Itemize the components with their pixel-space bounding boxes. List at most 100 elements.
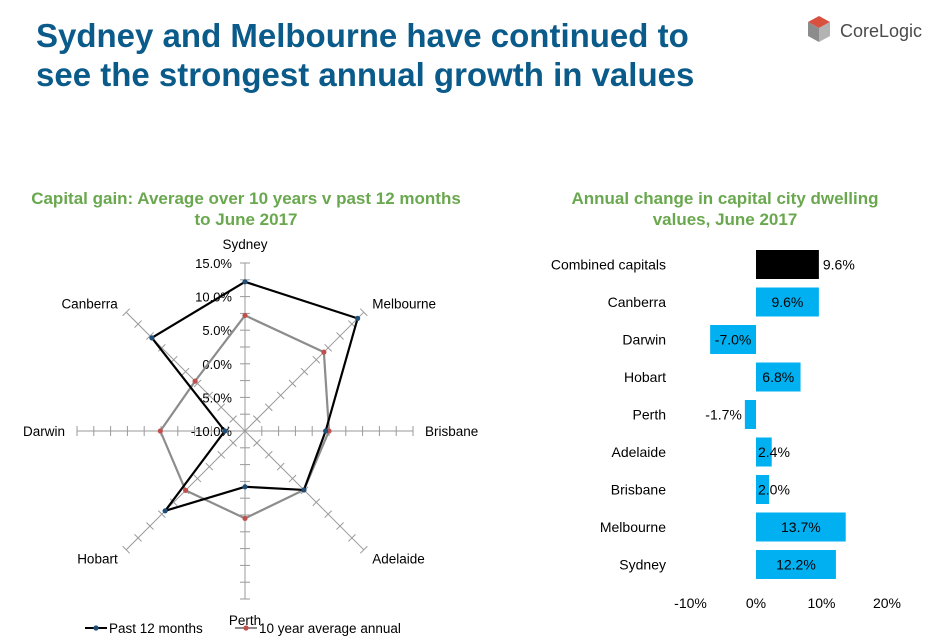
radar-tick (157, 510, 166, 519)
radar-point-10-year-average-annual-canberra (192, 378, 198, 384)
radar-axis-label-canberra: Canberra (61, 297, 118, 312)
radar-point-past-12-months-sydney (242, 279, 248, 285)
bar-title-line-1: Annual change in capital city dwelling (571, 189, 879, 208)
radar-tick (288, 474, 297, 483)
radar-legend: Past 12 months 10 year average annual (85, 621, 401, 636)
bar-melbourne (756, 512, 846, 542)
radar-axis-label-darwin: Darwin (23, 424, 65, 439)
radar-title-line-1: Capital gain: Average over 10 years v pa… (31, 189, 461, 208)
radar-tick (146, 332, 154, 340)
radar-axis-label-adelaide: Adelaide (372, 551, 425, 566)
category-label-canberra: Canberra (608, 294, 667, 310)
radar-point-10-year-average-annual-darwin (157, 428, 163, 434)
legend-item-past-12-months: Past 12 months (85, 621, 203, 636)
radar-tick (229, 415, 238, 424)
radar-tick-label: 15.0% (195, 256, 232, 271)
bar-combined-capitals (756, 250, 819, 279)
radar-tick (359, 308, 368, 317)
radar-tick (146, 522, 154, 530)
radar-tick (252, 438, 261, 447)
radar-axis-label-perth: Perth (229, 613, 261, 628)
radar-tick (181, 367, 190, 376)
logo-text: CoreLogic (840, 21, 923, 41)
radar-axis-label-brisbane: Brisbane (425, 424, 478, 439)
radar-chart: Sydney Melbourne Brisbane Adelaide Perth Hoba… (23, 237, 478, 636)
value-label-sydney: 12.2% (776, 557, 816, 573)
x-tick-label: -10% (674, 595, 707, 611)
radar-point-past-12-months-canberra (149, 335, 155, 341)
radar-point-past-12-months-perth (242, 484, 248, 490)
category-label-darwin: Darwin (622, 332, 666, 348)
page-title: Sydney and Melbourne have continued to s… (36, 16, 694, 94)
radar-point-past-12-months-hobart (162, 508, 168, 514)
value-label-perth: -1.7% (705, 407, 742, 423)
radar-tick-label: 10.0% (195, 290, 232, 305)
category-label-combined-capitals: Combined capitals (551, 257, 666, 273)
radar-chart-title: Capital gain: Average over 10 years v pa… (6, 188, 486, 230)
radar-point-10-year-average-annual-perth (242, 515, 248, 521)
category-label-brisbane: Brisbane (611, 482, 666, 498)
value-label-canberra: 9.6% (771, 294, 803, 310)
radar-tick (312, 355, 321, 364)
radar-tick (348, 534, 356, 542)
radar-tick (252, 415, 261, 424)
radar-point-10-year-average-annual-melbourne (321, 349, 327, 355)
radar-tick (324, 343, 333, 352)
legend-label: Past 12 months (109, 621, 203, 636)
radar-tick (169, 498, 178, 507)
radar-tick (134, 534, 142, 542)
legend-marker (93, 625, 99, 631)
x-tick-label: 20% (873, 595, 901, 611)
category-label-perth: Perth (633, 407, 666, 423)
page-title-line-2: see the strongest annual growth in value… (36, 56, 695, 93)
radar-tick (312, 498, 321, 507)
corelogic-logo: CoreLogic (804, 12, 934, 46)
bar-sydney (756, 550, 836, 579)
bar-darwin (710, 325, 756, 354)
legend-marker (243, 625, 249, 631)
radar-series-past-12-months (149, 279, 361, 514)
category-label-adelaide: Adelaide (612, 444, 667, 460)
bar-perth (744, 400, 756, 429)
x-tick-label: 10% (807, 595, 835, 611)
radar-tick (300, 367, 309, 376)
legend-label: 10 year average annual (259, 621, 401, 636)
radar-axis-label-melbourne: Melbourne (372, 297, 436, 312)
radar-tick (122, 545, 131, 554)
value-label-darwin: -7.0% (715, 332, 752, 348)
radar-tick-label: -5.0% (198, 390, 232, 405)
value-label-adelaide: 2.4% (758, 444, 790, 460)
radar-point-10-year-average-annual-hobart (183, 487, 189, 493)
radar-tick (134, 320, 142, 328)
radar-point-past-12-months-melbourne (355, 315, 361, 321)
radar-tick (122, 308, 131, 317)
radar-tick (205, 462, 214, 471)
radar-tick (324, 510, 333, 519)
page-title-line-1: Sydney and Melbourne have continued to (36, 17, 689, 54)
bar-chart: Combined capitals 9.6% Canberra 9.6% Darwin -… (551, 250, 901, 611)
radar-tick (359, 545, 368, 554)
category-label-hobart: Hobart (624, 369, 666, 385)
radar-axes: Sydney Melbourne Brisbane Adelaide Perth Hoba… (23, 237, 478, 628)
value-label-melbourne: 13.7% (781, 519, 821, 535)
legend-item-10-year-average-annual: 10 year average annual (235, 621, 401, 636)
radar-tick-label: 5.0% (202, 323, 232, 338)
bar-adelaide (756, 437, 772, 467)
category-label-melbourne: Melbourne (600, 519, 666, 535)
value-label-hobart: 6.8% (762, 369, 794, 385)
bar-title-line-2: values, June 2017 (652, 210, 798, 229)
radar-tick (229, 438, 238, 447)
bar-chart-title: Annual change in capital city dwelling v… (520, 188, 930, 230)
radar-title-line-2: to June 2017 (194, 210, 298, 229)
bar-series: Combined capitals 9.6% Canberra 9.6% Darwin -… (551, 250, 855, 579)
radar-tick (336, 332, 344, 340)
x-tick-label: 0% (746, 595, 766, 611)
radar-point-10-year-average-annual-sydney (242, 312, 248, 319)
radar-point-past-12-months-darwin (222, 428, 228, 434)
radar-tick (193, 379, 202, 388)
corelogic-logo-icon (808, 16, 830, 42)
radar-tick (264, 403, 273, 412)
radar-tick (336, 522, 344, 530)
radar-tick (276, 462, 285, 471)
radar-tick (157, 343, 166, 352)
